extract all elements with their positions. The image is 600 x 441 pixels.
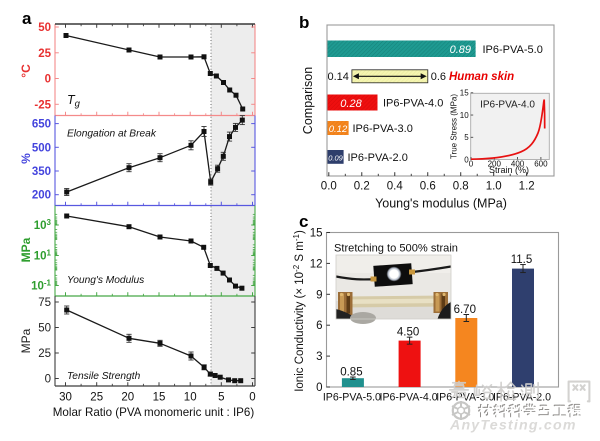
svg-text:200: 200 — [488, 160, 502, 169]
svg-text:MPa: MPa — [19, 237, 33, 262]
svg-text:50: 50 — [38, 323, 51, 335]
svg-text:4.50: 4.50 — [397, 327, 419, 339]
svg-text:c: c — [299, 212, 308, 231]
svg-text:Human skin: Human skin — [449, 71, 514, 83]
svg-text:0.09: 0.09 — [328, 153, 343, 162]
svg-text:75: 75 — [38, 297, 51, 309]
svg-text:Stretching to 500% strain: Stretching to 500% strain — [334, 243, 458, 255]
svg-text:Tensile Strength: Tensile Strength — [67, 371, 141, 382]
svg-text:Strain (%): Strain (%) — [489, 165, 529, 175]
svg-text:0.12: 0.12 — [329, 124, 348, 135]
svg-text:3: 3 — [316, 351, 322, 363]
svg-text:1.0: 1.0 — [486, 181, 502, 193]
svg-text:0.8: 0.8 — [453, 181, 469, 193]
svg-text:15: 15 — [460, 89, 469, 98]
svg-text:500: 500 — [32, 142, 51, 154]
svg-text:Elongation at Break: Elongation at Break — [67, 129, 157, 140]
svg-text:AnyTesting.com: AnyTesting.com — [449, 418, 577, 434]
svg-text:5: 5 — [218, 392, 224, 404]
svg-text:200: 200 — [32, 190, 51, 202]
svg-text:25: 25 — [38, 48, 51, 60]
svg-text:Young's Modulus: Young's Modulus — [67, 275, 144, 286]
svg-text:1.2: 1.2 — [519, 181, 535, 193]
svg-text:IP6-PVA-4.0: IP6-PVA-4.0 — [383, 98, 443, 110]
svg-text:25: 25 — [90, 392, 103, 404]
svg-text:True Stress (MPa): True Stress (MPa) — [450, 94, 459, 159]
svg-text:0.4: 0.4 — [387, 181, 404, 193]
svg-text:Comparison: Comparison — [301, 67, 315, 134]
svg-text:-25: -25 — [34, 99, 51, 111]
svg-text:20: 20 — [121, 392, 134, 404]
svg-text:Molar Ratio (PVA monomeric uni: Molar Ratio (PVA monomeric unit : IP6) — [53, 406, 255, 419]
svg-text:6.70: 6.70 — [454, 304, 476, 316]
svg-text:0: 0 — [464, 155, 469, 164]
svg-text:5: 5 — [464, 133, 469, 142]
svg-text:15: 15 — [153, 392, 166, 404]
svg-text:11.5: 11.5 — [511, 254, 533, 266]
svg-text:0.85: 0.85 — [340, 367, 362, 379]
svg-text:15: 15 — [310, 228, 323, 240]
svg-text:0: 0 — [45, 74, 51, 86]
svg-text:400: 400 — [511, 160, 525, 169]
svg-text:0.6: 0.6 — [431, 71, 446, 83]
svg-text:30: 30 — [59, 392, 72, 404]
svg-text:IP6-PVA-4.0: IP6-PVA-4.0 — [380, 392, 438, 404]
svg-text:650: 650 — [32, 119, 51, 131]
svg-text:10: 10 — [460, 111, 469, 120]
svg-text:b: b — [299, 13, 309, 32]
svg-text:0.0: 0.0 — [321, 181, 337, 193]
svg-text:0.2: 0.2 — [354, 181, 370, 193]
svg-text:IP6-PVA-5.0: IP6-PVA-5.0 — [323, 392, 381, 404]
svg-text:25: 25 — [38, 348, 51, 360]
svg-text:0: 0 — [316, 382, 322, 394]
svg-text:12: 12 — [310, 258, 323, 270]
svg-text:IP6-PVA-5.0: IP6-PVA-5.0 — [483, 44, 543, 56]
svg-text:IP6-PVA-3.0: IP6-PVA-3.0 — [353, 123, 413, 135]
svg-text:%: % — [19, 153, 33, 164]
svg-text:IP6-PVA-4.0: IP6-PVA-4.0 — [480, 100, 535, 111]
svg-text:9: 9 — [316, 289, 322, 301]
svg-text:MPa: MPa — [19, 328, 33, 353]
svg-text:Young's modulus (MPa): Young's modulus (MPa) — [375, 197, 507, 211]
svg-text:a: a — [22, 9, 32, 28]
svg-text:6: 6 — [316, 320, 322, 332]
svg-text:°C: °C — [19, 64, 33, 78]
svg-text:Ionic Conductivity (× 10-2 S m: Ionic Conductivity (× 10-2 S m-1) — [292, 230, 306, 392]
svg-text:350: 350 — [32, 166, 51, 178]
svg-text:IP6-PVA-2.0: IP6-PVA-2.0 — [348, 152, 408, 164]
svg-text:0: 0 — [249, 392, 255, 404]
svg-text:0: 0 — [469, 160, 474, 169]
svg-text:0: 0 — [45, 374, 51, 386]
svg-text:0.6: 0.6 — [420, 181, 436, 193]
svg-text:0.28: 0.28 — [340, 98, 362, 110]
svg-text:10: 10 — [184, 392, 197, 404]
svg-text:0.89: 0.89 — [450, 44, 471, 56]
svg-text:600: 600 — [534, 160, 548, 169]
svg-text:0.14: 0.14 — [327, 71, 348, 83]
svg-text:50: 50 — [38, 22, 51, 34]
